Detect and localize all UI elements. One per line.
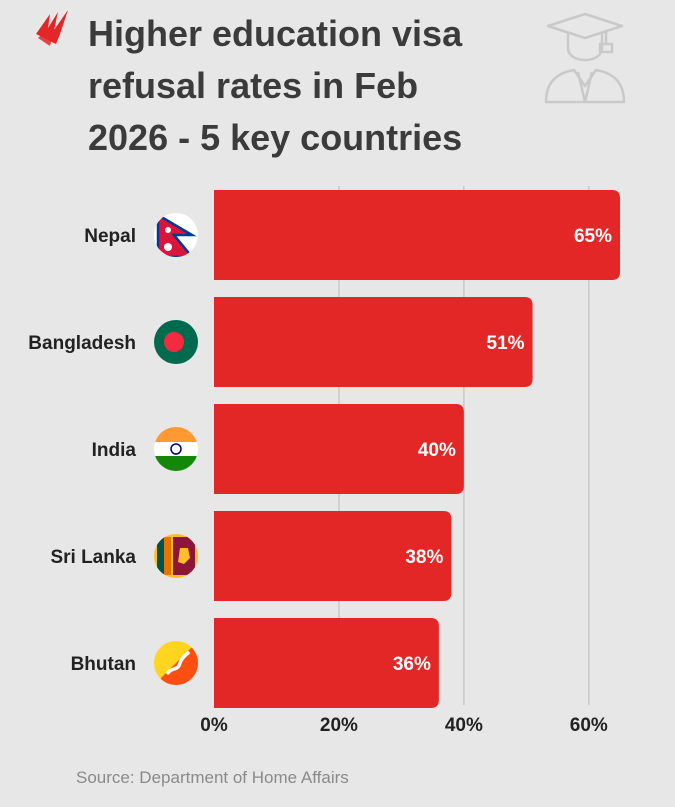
- data-label: 40%: [418, 440, 456, 461]
- title-line-3: 2026 - 5 key countries: [88, 117, 463, 158]
- data-label: 36%: [393, 654, 431, 675]
- nepal-flag-icon: [154, 213, 198, 257]
- x-tick-label: 40%: [445, 715, 483, 736]
- sri-lanka-flag-icon: [154, 534, 198, 578]
- x-tick-label: 20%: [320, 715, 358, 736]
- bar: [214, 511, 452, 601]
- x-tick-label: 0%: [200, 715, 228, 736]
- bangladesh-flag-icon: [154, 320, 198, 364]
- sbs-logo-icon: [36, 10, 68, 46]
- category-label: Bhutan: [71, 654, 136, 675]
- data-label: 65%: [574, 226, 612, 247]
- bar: [214, 190, 620, 280]
- category-label: Nepal: [84, 226, 136, 247]
- title-line-2: refusal rates in Feb: [88, 65, 419, 106]
- data-label: 51%: [487, 333, 525, 354]
- bhutan-flag-icon: [154, 641, 198, 685]
- title-line-1: Higher education visa: [88, 13, 463, 54]
- data-label: 38%: [405, 547, 443, 568]
- x-tick-label: 60%: [570, 715, 608, 736]
- graduate-icon: [544, 12, 626, 104]
- bar: [214, 404, 464, 494]
- category-label: India: [92, 440, 137, 461]
- chart-title: Higher education visa refusal rates in F…: [88, 8, 538, 164]
- india-flag-icon: [154, 427, 198, 471]
- category-label: Sri Lanka: [50, 547, 136, 568]
- category-label: Bangladesh: [28, 333, 136, 354]
- bar: [214, 618, 439, 708]
- bar: [214, 297, 533, 387]
- source-note: Source: Department of Home Affairs: [76, 768, 349, 787]
